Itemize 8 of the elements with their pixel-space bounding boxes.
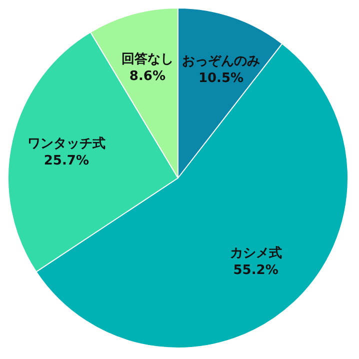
slice-label: ワンタッチ式 — [27, 136, 106, 152]
data-label: 25.7% — [44, 154, 89, 169]
slice-label: 回答なし — [121, 52, 174, 67]
data-label: 8.6% — [129, 68, 166, 84]
slice-label: カシメ式 — [230, 244, 282, 261]
data-label: 10.5% — [198, 70, 244, 86]
data-label: 55.2% — [233, 262, 278, 278]
slice-label: おっぞんのみ — [182, 54, 260, 69]
